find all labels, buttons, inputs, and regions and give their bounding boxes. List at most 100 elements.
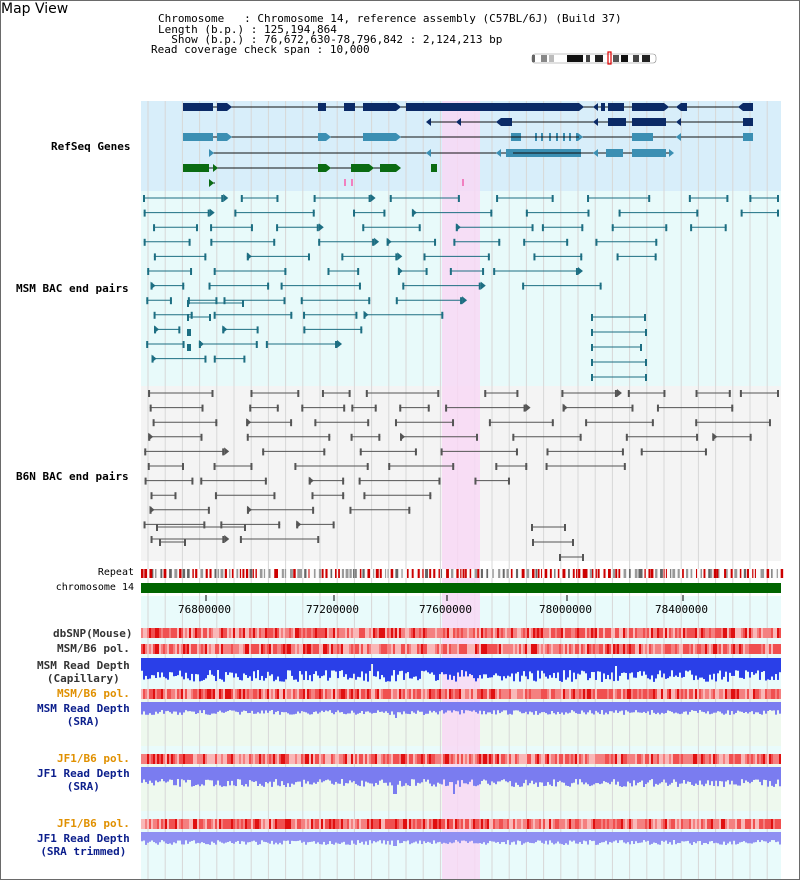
msm-pol-sra-bin (379, 689, 381, 699)
jf1-pol-trim-bin (337, 819, 339, 829)
msm-depth-sra-bin (709, 702, 711, 715)
msm-depth-sra-bin (245, 702, 247, 711)
jf1-pol-bin (325, 754, 327, 764)
msm-pol-sra-bin (565, 689, 567, 699)
dbsnp-bin (213, 628, 215, 638)
jf1-pol-bin (769, 754, 771, 764)
b6n-bac-pair-end (290, 419, 293, 427)
jf1-depth-bin (177, 767, 179, 780)
msm-bac-pair-end (591, 359, 593, 366)
jf1-depth-bin (203, 767, 205, 786)
msm-depth-sra-bin (189, 702, 191, 712)
jf1-pol-trim-bin (703, 819, 705, 829)
jf1-pol-bin (361, 754, 363, 764)
jf1-depth-trim-bin (185, 832, 187, 841)
jf1-pol-trim-bin (719, 819, 721, 829)
jf1-pol-bin (379, 754, 381, 764)
msm-depth-sra-bin (171, 702, 173, 714)
msm-depth-capillary-bin (317, 658, 319, 676)
jf1-depth-bin (449, 767, 451, 783)
dbsnp-bin (341, 628, 343, 638)
jf1-depth-bin (319, 767, 321, 780)
jf1-depth-bin (453, 767, 455, 794)
jf1-depth-bin (317, 767, 319, 782)
msm-pol-sra-bin (289, 689, 291, 699)
dbsnp-bin (407, 628, 409, 638)
jf1-pol-trim-bin (259, 819, 261, 829)
msm-pol-bin (203, 644, 205, 654)
jf1-pol-bin (525, 754, 527, 764)
jf1-pol-trim-bin (577, 819, 579, 829)
dbsnp-bin (493, 628, 495, 638)
gene-exon (363, 103, 396, 111)
msm-depth-capillary-bin (233, 658, 235, 678)
jf1-depth-bin (655, 767, 657, 784)
jf1-pol-bin (671, 754, 673, 764)
msm-bac-pair-end (644, 314, 646, 321)
repeat-element (313, 569, 316, 578)
msm-pol-bin (633, 644, 635, 654)
jf1-pol-bin (683, 754, 685, 764)
repeat-element (450, 569, 454, 578)
jf1-depth-trim-bin (711, 832, 713, 841)
msm-depth-sra-bin (175, 702, 177, 712)
jf1-depth-bin (265, 767, 267, 783)
msm-pol-sra-bin (743, 689, 745, 699)
msm-depth-capillary-bin (701, 658, 703, 678)
jf1-depth-trim-bin (579, 832, 581, 843)
msm-pol-sra-bin (397, 689, 399, 699)
chromosome-track-label: chromosome 14 (55, 582, 134, 593)
jf1-depth-trim-bin (719, 832, 721, 845)
jf1-pol-bin (641, 754, 643, 764)
jf1-pol-bin (695, 754, 697, 764)
jf1-depth-bin (711, 767, 713, 782)
repeat-element (154, 569, 157, 578)
jf1-depth-trim-bin (555, 832, 557, 844)
msm-pol-bin (447, 644, 449, 654)
msm-depth-sra-bin (691, 702, 693, 711)
msm-depth-capillary-bin (313, 658, 315, 675)
msm-pol-sra-bin (283, 689, 285, 699)
dbsnp-bin (359, 628, 361, 638)
msm-depth-capillary-bin (181, 658, 183, 677)
gene-strand-arrow (326, 133, 331, 141)
msm-depth-capillary-bin (173, 658, 175, 677)
jf1-pol-bin (329, 754, 331, 764)
msm-pol-sra-bin (625, 689, 627, 699)
jf1-pol-trim-bin (645, 819, 647, 829)
b6n-bac-pair-end (174, 492, 177, 500)
jf1-depth-bin (469, 767, 471, 782)
msm-depth-sra-bin (575, 702, 577, 714)
jf1-pol-trim-bin (313, 819, 315, 829)
jf1-pol-trim-bin (739, 819, 741, 829)
jf1-depth-trim-bin (723, 832, 725, 842)
msm-depth-capillary-bin (485, 658, 487, 675)
msm-depth-capillary-bin (621, 658, 623, 673)
jf1-pol-trim-bin (309, 819, 311, 829)
repeat-element (578, 569, 581, 578)
jf1-depth-bin (411, 767, 413, 780)
jf1-depth-trim-bin (167, 832, 169, 844)
msm-bac-pair-end (267, 282, 270, 290)
chromosome-ideogram[interactable] (531, 51, 657, 65)
jf1-depth-bin (347, 767, 349, 784)
msm-bac-pair-end (357, 268, 360, 275)
jf1-pol-trim-bin (705, 819, 707, 829)
msm-pol-sra-bin (375, 689, 377, 699)
jf1-depth-trim-bin (649, 832, 651, 845)
msm-depth-capillary-bin (731, 658, 733, 676)
msm-pol-bin (637, 644, 639, 654)
msm-pol-sra-bin (453, 689, 455, 699)
msm-bac-pair-end (696, 209, 699, 217)
msm-depth-sra-bin (439, 702, 441, 712)
jf1-pol-trim-bin (209, 819, 211, 829)
jf1-depth-trim-bin (275, 832, 277, 843)
b6n-bac-pair-end (378, 433, 381, 441)
msm-depth-capillary-bin (481, 658, 483, 679)
msm-pol-sra-bin (179, 689, 181, 699)
jf1-depth-bin (329, 767, 331, 781)
jf1-pol-bin (497, 754, 499, 764)
msm-pol-sra-bin (613, 689, 615, 699)
jf1-pol-bin (443, 754, 445, 764)
